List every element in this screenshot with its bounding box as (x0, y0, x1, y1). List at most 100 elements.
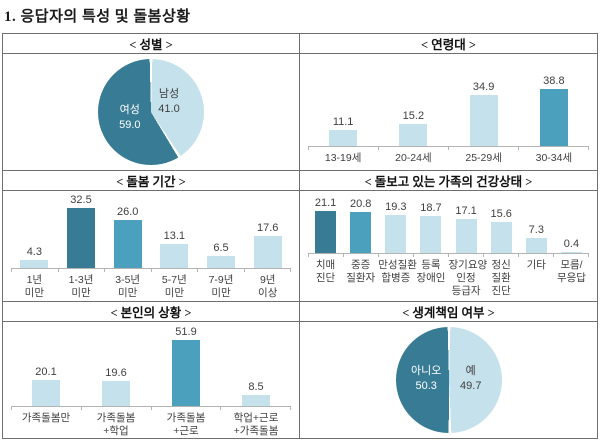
bar (67, 208, 95, 268)
gender-pie-chart: 남성 41.0 여성 59.0 (3, 54, 299, 170)
bar-value-label: 19.3 (385, 201, 407, 213)
panel-gender: < 성별 > 남성 41.0 여성 59.0 (3, 34, 300, 171)
axis-tick (82, 407, 152, 410)
family-health-bar-chart: 21.1 20.8 19.3 18.7 17.1 15.6 7.3 0.4 치매 진단 중증 질환자 만… (300, 191, 597, 301)
bar-category-label: 9년 이상 (244, 274, 291, 301)
pie-slice-value: 59.0 (119, 119, 141, 132)
bar (560, 252, 582, 253)
plot-area: 4.3 32.5 26.0 13.1 6.5 17.6 (3, 191, 299, 268)
pie: 남성 41.0 여성 59.0 (98, 59, 204, 165)
axis-tick (245, 269, 291, 272)
category-label-line: 미만 (211, 287, 231, 299)
bar-column: 34.9 (449, 81, 519, 146)
category-label-line: 9년 (259, 274, 276, 286)
category-label-line: 장애인 (416, 272, 446, 284)
bar (242, 395, 270, 406)
category-label-line: 20-24세 (395, 152, 432, 164)
category-label-line: 진단 (315, 272, 336, 284)
bar-column: 4.3 (11, 246, 58, 268)
bar-category-label: 7-9년 미만 (198, 274, 245, 301)
bar-value-label: 18.7 (420, 202, 442, 214)
category-label-line: 모름/ (560, 259, 583, 271)
bar-category-label: 가족돌봄 +근로 (151, 412, 221, 438)
bar-category-label: 장기요양 인정 등급자 (448, 259, 488, 301)
category-label-line: 만성질환 (378, 259, 417, 271)
bar-value-label: 17.1 (455, 205, 477, 217)
x-axis-ticks (308, 147, 589, 150)
bar-category-label: 만성질환 합병증 (378, 259, 417, 301)
category-label-line: 가족돌봄 (166, 412, 206, 424)
pie: 예 49.7 아니오 50.3 (395, 327, 502, 433)
category-labels-row: 치매 진단 중증 질환자 만성질환 합병증 등록 장애인 장기요양 인정 등급자 정신 질환 진단 기타 모름… (300, 257, 597, 301)
category-label-line: +가족돌봄 (233, 425, 279, 437)
bar-value-label: 8.5 (248, 381, 264, 393)
bar (160, 244, 189, 268)
bar-category-label: 학업+근로 +가족돌봄 (221, 412, 291, 438)
pie-slice-label: 아니오 50.3 (411, 364, 441, 394)
axis-tick (11, 269, 59, 272)
bar-value-label: 15.6 (490, 208, 512, 220)
bar-value-label: 20.1 (35, 366, 57, 378)
axis-tick (308, 254, 344, 257)
bar-category-label: 25-29세 (449, 152, 519, 170)
panel-grid: < 성별 > 남성 41.0 여성 59.0 < 연령대 > 11.1 15.2 34.9… (2, 33, 598, 439)
bar-column: 26.0 (104, 206, 151, 268)
category-label-line: 13-19세 (324, 152, 362, 164)
category-label-line: 인정 (456, 272, 476, 284)
axis-tick (379, 147, 449, 150)
category-label-line: 5-7년 (161, 274, 187, 286)
x-axis-ticks (308, 254, 589, 257)
category-label-line: 질환자 (346, 272, 376, 284)
plot-area: 21.1 20.8 19.3 18.7 17.1 15.6 7.3 0.4 (300, 194, 597, 253)
bar-category-label: 30-34세 (519, 152, 589, 170)
category-label-line: +학업 (103, 425, 129, 437)
category-labels-row: 가족돌봄만 가족돌봄 +학업 가족돌봄 +근로 학업+근로 +가족돌봄 (3, 410, 299, 438)
bar-value-label: 7.3 (528, 224, 544, 236)
bar-value-label: 34.9 (472, 81, 495, 93)
category-label-line: 25-29세 (465, 152, 502, 164)
bar (525, 238, 547, 253)
category-labels-row: 13-19세 20-24세 25-29세 30-34세 (300, 150, 597, 170)
bar-column: 11.1 (308, 116, 378, 146)
bar-category-label: 20-24세 (378, 152, 448, 170)
bar-column: 51.9 (151, 326, 221, 406)
bar-category-label: 가족돌봄 +학업 (81, 412, 151, 438)
bar-value-label: 17.6 (256, 222, 279, 234)
pie-slice-value: 50.3 (415, 379, 437, 392)
bar-value-label: 0.4 (563, 238, 580, 250)
bar-category-label: 1-3년 미만 (58, 274, 105, 301)
category-label-line: 기타 (526, 259, 546, 271)
category-label-line: 미만 (24, 287, 44, 299)
category-label-line: 장기요양 (448, 259, 488, 271)
bar-column: 6.5 (198, 242, 245, 268)
x-axis-line (11, 406, 291, 407)
axis-tick (414, 254, 449, 257)
axis-tick (554, 254, 589, 257)
category-label-line: 1년 (26, 274, 43, 286)
bar-value-label: 11.1 (332, 116, 354, 128)
axis-tick (152, 407, 222, 410)
panel-title: < 본인의 상황 > (3, 302, 299, 322)
panel-care-duration: < 돌봄 기간 > 4.3 32.5 26.0 13.1 6.5 17.6 1년 미만 1-3년… (3, 171, 300, 302)
category-label-line: 3-5년 (115, 274, 141, 286)
category-label-line: 합병증 (381, 272, 411, 284)
bar-column: 19.6 (81, 367, 151, 406)
axis-tick (198, 269, 245, 272)
axis-tick (59, 269, 105, 272)
bar (20, 260, 49, 268)
category-label-line: +근로 (173, 425, 199, 437)
livelihood-pie-chart: 예 49.7 아니오 50.3 (300, 322, 597, 438)
panel-own-situation: < 본인의 상황 > 20.1 19.6 51.9 8.5 가족돌봄만 가족돌봄 +학업 가족… (3, 302, 300, 438)
bar-column: 17.1 (449, 205, 484, 253)
bar (207, 256, 236, 268)
axis-tick (221, 407, 291, 410)
bar-value-label: 26.0 (116, 206, 139, 218)
category-label-line: 정신 (491, 259, 511, 271)
axis-tick (519, 147, 589, 150)
axis-tick (519, 254, 554, 257)
axis-tick (344, 254, 379, 257)
bar-category-label: 13-19세 (308, 152, 378, 170)
x-axis-ticks (11, 407, 291, 410)
category-label-line: 30-34세 (535, 152, 573, 164)
bar (490, 222, 512, 253)
